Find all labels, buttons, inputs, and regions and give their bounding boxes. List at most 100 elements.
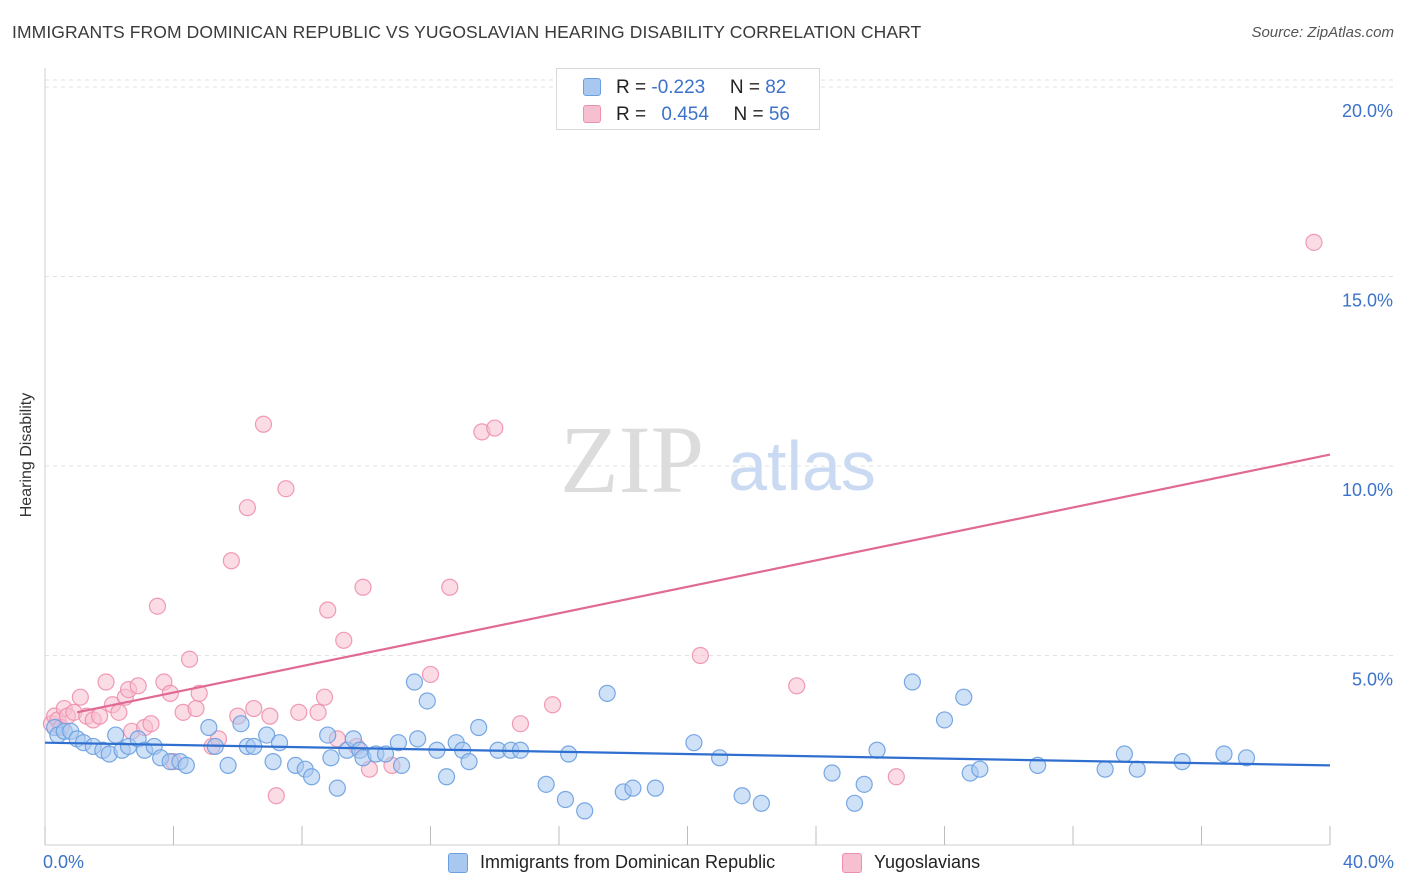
point-yugoslavian	[319, 601, 337, 619]
point-yugoslavian	[187, 699, 205, 718]
legend-r-value: 0.454	[661, 104, 709, 125]
point-yugoslavian	[486, 419, 504, 437]
legend-n-label: N =	[733, 104, 769, 125]
point-dominican	[624, 779, 642, 797]
point-dominican	[855, 775, 873, 793]
point-dominican	[598, 684, 616, 702]
y-tick-label: 15.0%	[1342, 290, 1393, 310]
point-yugoslavian	[1305, 233, 1323, 251]
legend-n-value: 56	[768, 104, 790, 125]
point-yugoslavian	[261, 707, 279, 725]
y-axis-label: Hearing Disability	[18, 392, 35, 518]
legend-n-value: 82	[765, 77, 787, 98]
point-dominican	[107, 726, 125, 744]
point-dominican	[219, 756, 237, 775]
legend-swatch-blue	[448, 853, 468, 873]
point-dominican	[232, 715, 250, 733]
trend-line-yugoslavian	[76, 453, 1331, 714]
point-yugoslavian	[309, 703, 327, 721]
trend-line-dominican	[44, 741, 1331, 767]
point-dominican	[1029, 756, 1047, 775]
legend-r-label: R =	[616, 77, 652, 98]
legend-label: Yugoslavians	[874, 852, 981, 872]
grid-lines	[45, 79, 1395, 656]
point-yugoslavian	[887, 768, 905, 786]
point-dominican	[460, 753, 478, 771]
point-dominican	[1237, 749, 1256, 767]
trend-lines	[44, 453, 1331, 767]
point-yugoslavian	[441, 578, 459, 596]
point-dominican	[418, 692, 436, 710]
point-yugoslavian	[511, 715, 530, 733]
point-yugoslavian	[71, 688, 89, 706]
point-dominican	[823, 764, 841, 782]
point-dominican	[971, 760, 989, 778]
point-dominican	[437, 768, 456, 786]
point-dominican	[685, 734, 703, 752]
legend-label: Immigrants from Dominican Republic	[480, 852, 776, 872]
point-dominican	[1128, 760, 1146, 778]
point-dominican	[328, 779, 346, 797]
point-dominican	[1215, 745, 1233, 763]
x-tick-max: 40.0%	[1342, 852, 1394, 872]
point-dominican	[177, 756, 195, 775]
point-dominican	[470, 718, 488, 737]
point-dominican	[392, 756, 411, 775]
point-yugoslavian	[190, 684, 208, 702]
point-dominican	[409, 730, 427, 748]
point-yugoslavian	[148, 597, 167, 615]
y-tick-labels: 5.0% 10.0% 15.0% 20.0%	[1342, 101, 1393, 690]
point-yugoslavian	[129, 677, 147, 695]
point-dominican	[200, 718, 218, 737]
point-yugoslavian	[335, 631, 353, 649]
point-yugoslavian	[222, 552, 240, 570]
point-dominican	[845, 794, 864, 812]
point-dominican	[376, 745, 395, 763]
point-yugoslavian	[315, 688, 334, 706]
point-yugoslavian	[180, 650, 199, 668]
legend-r-label: R =	[616, 104, 652, 125]
point-dominican	[537, 775, 555, 793]
point-dominican	[733, 787, 751, 805]
point-dominican	[319, 726, 337, 744]
y-tick-label: 5.0%	[1352, 669, 1393, 689]
point-yugoslavian	[254, 415, 273, 433]
series-dominican	[46, 673, 1256, 820]
point-dominican	[935, 711, 954, 729]
point-yugoslavian	[421, 665, 440, 684]
point-yugoslavian	[354, 578, 372, 596]
legend-swatch-blue	[583, 78, 601, 96]
point-yugoslavian	[245, 699, 263, 718]
point-dominican	[868, 741, 886, 759]
point-dominican	[322, 749, 340, 767]
point-yugoslavian	[788, 677, 806, 695]
point-dominican	[389, 734, 407, 752]
point-dominican	[264, 753, 282, 771]
point-dominican	[576, 802, 594, 820]
y-tick-label: 20.0%	[1342, 101, 1393, 121]
point-yugoslavian	[543, 696, 562, 714]
point-dominican	[1096, 760, 1114, 778]
point-yugoslavian	[290, 703, 308, 721]
point-dominican	[258, 726, 276, 744]
point-dominican	[752, 794, 770, 812]
x-tick-min: 0.0%	[43, 852, 85, 872]
point-dominican	[903, 673, 921, 691]
chart-title: IMMIGRANTS FROM DOMINICAN REPUBLIC VS YU…	[12, 22, 922, 42]
legend-n-label: N =	[729, 77, 766, 98]
series-yugoslavians	[42, 233, 1323, 805]
point-dominican	[646, 779, 664, 797]
point-dominican	[1115, 745, 1134, 763]
point-dominican	[405, 673, 424, 691]
legend-swatch-pink	[583, 105, 601, 123]
legend-swatch-pink	[842, 853, 862, 873]
point-yugoslavian	[142, 715, 160, 733]
watermark: ZIP atlas	[560, 406, 876, 513]
correlation-legend: R = -0.223 N = 82 R = 0.454 N = 56	[556, 68, 820, 130]
source-label: Source: ZipAtlas.com	[1251, 24, 1394, 41]
point-yugoslavian	[691, 646, 709, 665]
point-dominican	[711, 749, 729, 767]
point-yugoslavian	[97, 673, 115, 691]
point-yugoslavian	[267, 787, 285, 805]
